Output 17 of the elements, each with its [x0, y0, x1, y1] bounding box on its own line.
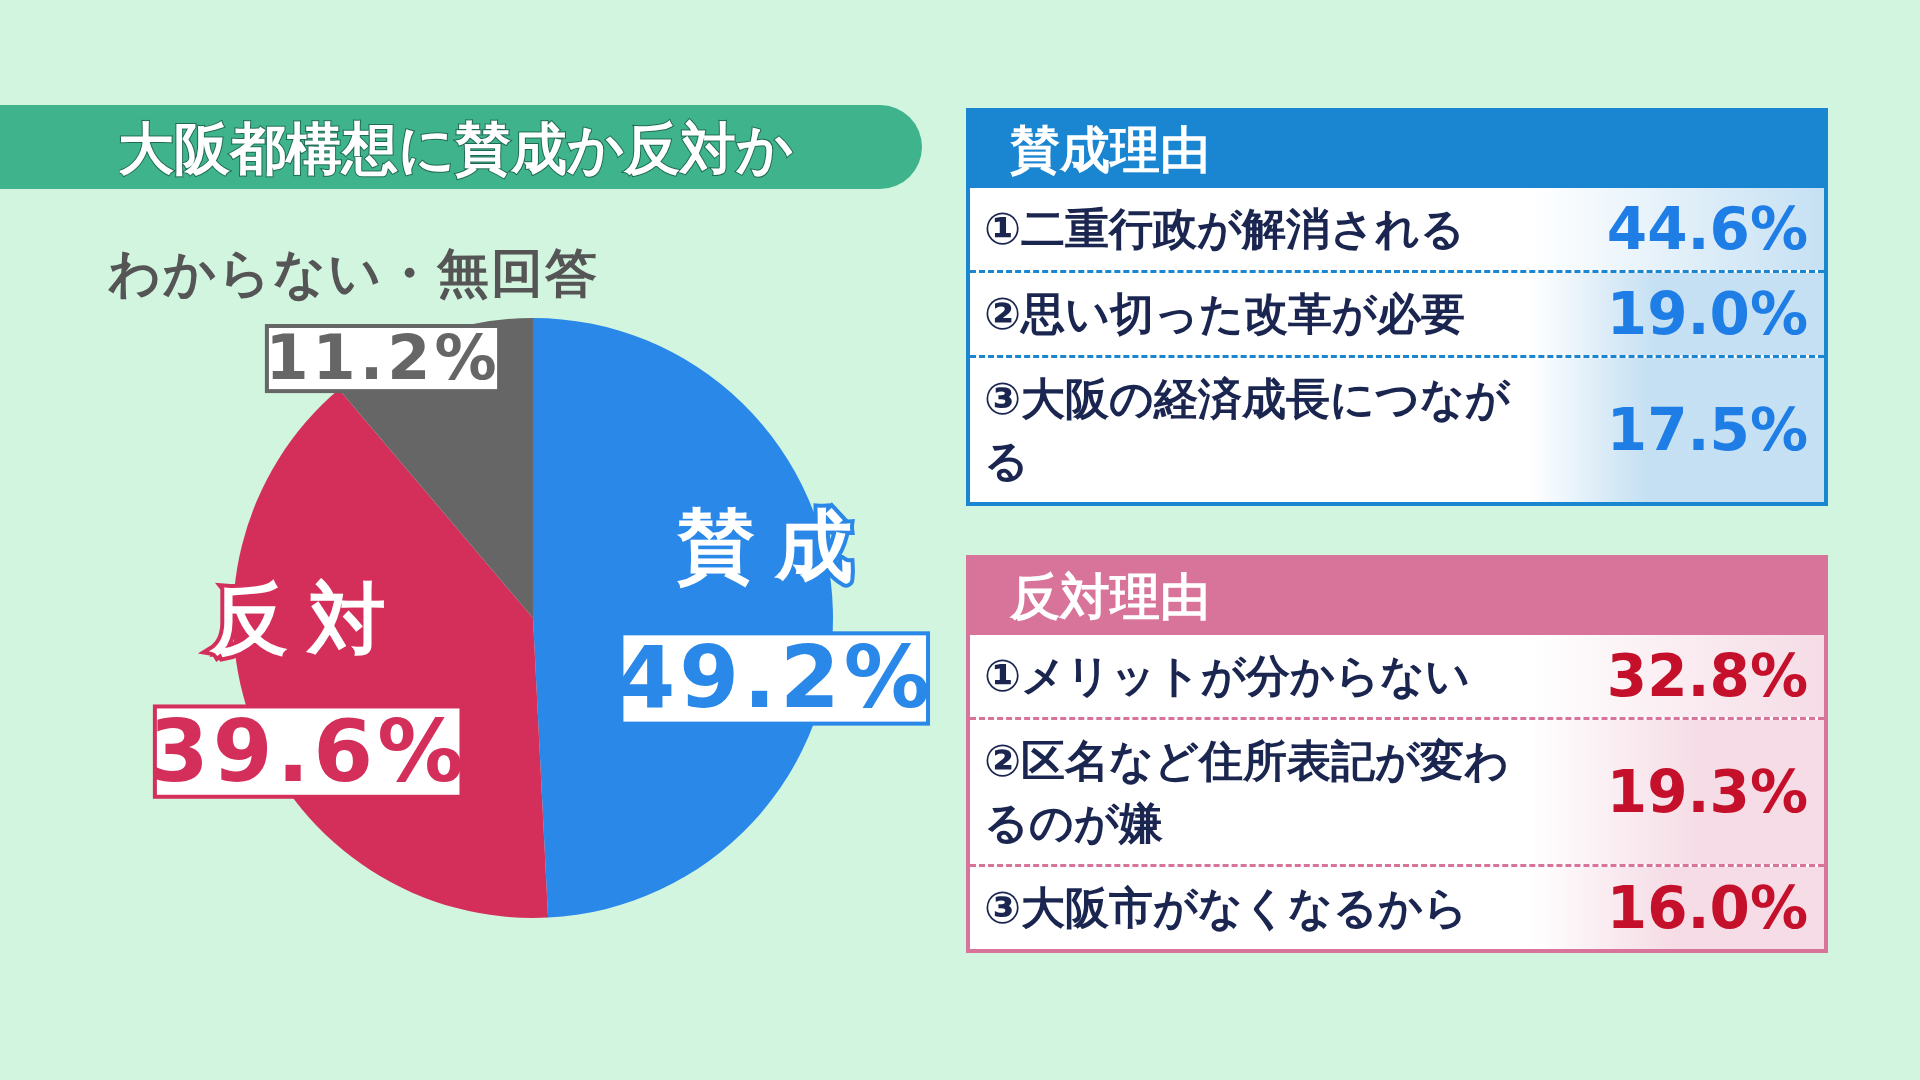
data-label: 11.2% [265, 321, 501, 395]
text: 賛成理由 [970, 112, 1824, 188]
category-label: ②思い切った改革が必要 [983, 287, 1467, 341]
category-label: ①二重行政が解消される [983, 202, 1467, 256]
category-label: ③大阪市がなくなるから [983, 881, 1470, 935]
slice-label: わからない・無回答 [107, 243, 599, 303]
data-label: 16.0% [1530, 867, 1824, 949]
data-label: 32.8% [1530, 635, 1824, 717]
category-label: ②区名など住所表記が変わるのが嫌 [983, 734, 1511, 850]
chart-title: 大阪都構想に賛成か反対か [118, 116, 793, 181]
data-label: 19.3% [1530, 720, 1824, 864]
category-label: ①メリットが分からない [983, 649, 1472, 703]
data-label: 19.0% [1530, 273, 1824, 355]
data-label: 44.6% [1530, 188, 1824, 270]
data-label: 17.5% [1530, 358, 1824, 502]
text: 反対理由 [970, 559, 1824, 635]
category-label: ③大阪の経済成長につながる [983, 372, 1512, 488]
